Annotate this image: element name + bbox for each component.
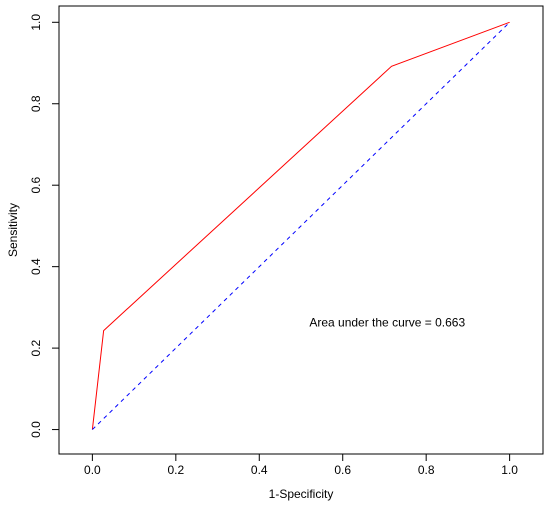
series-layer — [91, 21, 510, 430]
x-tick-label: 0.8 — [418, 463, 435, 477]
y-tick-label: 0.2 — [29, 339, 43, 356]
y-axis-label: Sensitivity — [6, 203, 20, 257]
annotation-layer: Area under the curve = 0.663 — [309, 316, 465, 330]
x-tick-label: 0.0 — [84, 463, 101, 477]
x-axis: 0.0 0.2 0.4 0.6 0.8 1.0 — [84, 453, 518, 477]
x-tick-label: 0.4 — [251, 463, 268, 477]
roc-curve-line — [91, 21, 510, 430]
x-tick-label: 0.2 — [167, 463, 184, 477]
diagonal-reference-line — [92, 21, 510, 430]
y-tick-label: 0.0 — [29, 421, 43, 438]
x-axis-label: 1-Specificity — [269, 487, 334, 501]
y-tick-label: 0.4 — [29, 258, 43, 275]
y-tick-label: 0.8 — [29, 95, 43, 112]
x-tick-label: 0.6 — [334, 463, 351, 477]
y-axis: 0.0 0.2 0.4 0.6 0.8 1.0 — [29, 14, 60, 438]
auc-annotation: Area under the curve = 0.663 — [309, 316, 465, 330]
y-tick-label: 1.0 — [29, 14, 43, 31]
x-tick-label: 1.0 — [501, 463, 518, 477]
plot-frame — [58, 5, 544, 455]
y-tick-label: 0.6 — [29, 177, 43, 194]
